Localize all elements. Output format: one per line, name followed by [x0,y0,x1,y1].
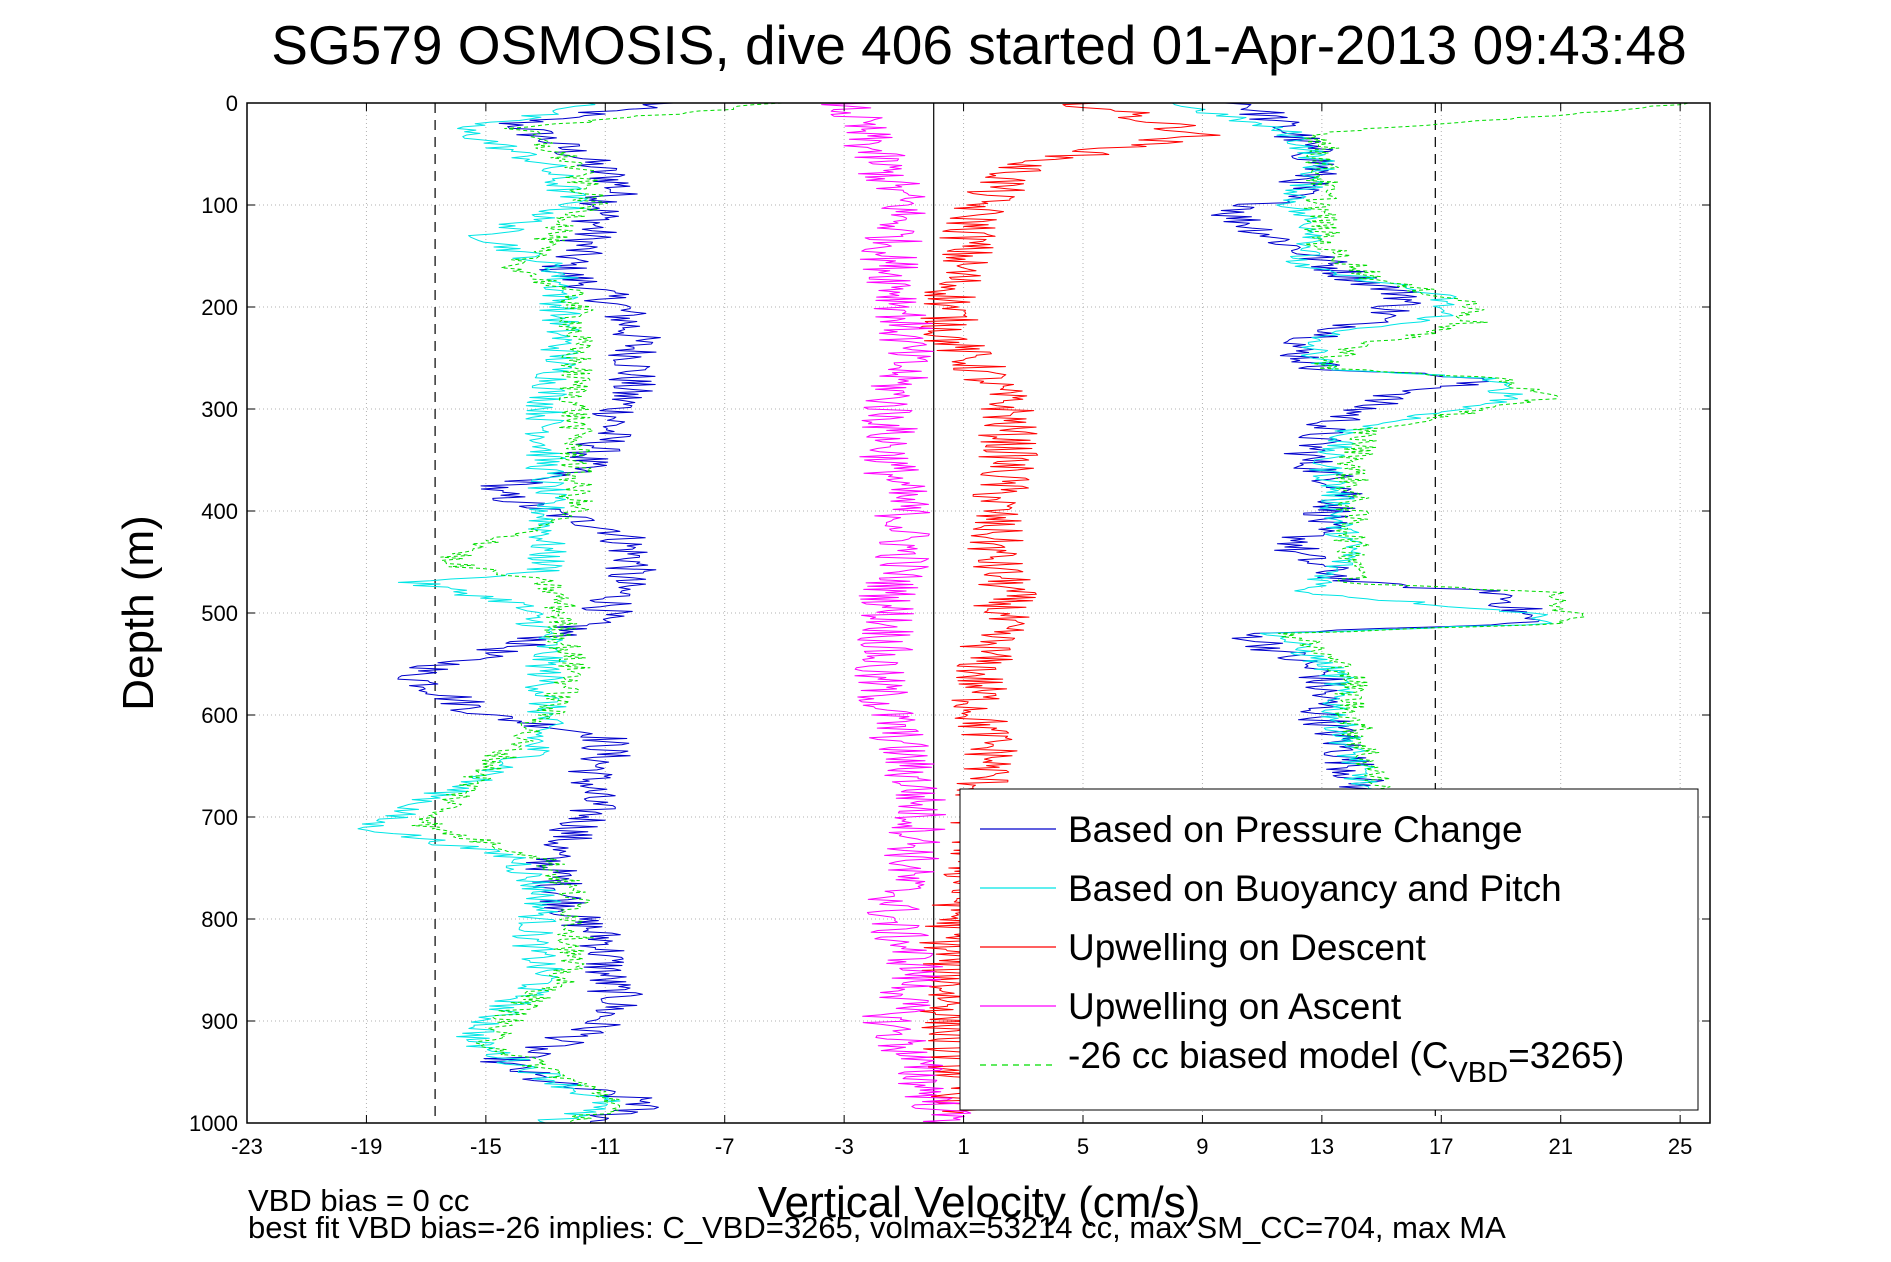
series-line [1278,102,1689,798]
legend-label-model: -26 cc biased model (CVBD=3265) [1068,1035,1624,1089]
series-group [357,102,1689,1124]
y-tick-label: 100 [201,193,238,218]
x-tick-label: 25 [1668,1134,1692,1159]
x-tick-label: 17 [1429,1134,1453,1159]
legend-label-buoyancy: Based on Buoyancy and Pitch [1068,868,1562,909]
y-tick-label: 700 [201,805,238,830]
series-line [919,102,1221,1114]
y-tick-label: 900 [201,1009,238,1034]
y-axis-ticks: 0 100 200 300 400 500 600 700 800 900 1000 [189,91,1710,1136]
series-line [1172,102,1553,798]
footnote-vbd-bias: VBD bias = 0 cc [248,1183,469,1218]
x-tick-label: 1 [957,1134,969,1159]
y-tick-label: 400 [201,499,238,524]
x-tick-label: -19 [351,1134,383,1159]
y-tick-label: 1000 [189,1111,238,1136]
legend-label-descent: Upwelling on Descent [1068,927,1427,968]
y-axis-label: Depth (m) [114,515,163,711]
chart-title: SG579 OSMOSIS, dive 406 started 01-Apr-2… [271,14,1687,76]
legend: Based on Pressure Change Based on Buoyan… [959,788,1699,1111]
x-tick-label: 21 [1548,1134,1572,1159]
series-line [1210,102,1543,798]
x-tick-label: 9 [1196,1134,1208,1159]
x-tick-label: -15 [470,1134,502,1159]
x-axis-label: Vertical Velocity (cm/s) [758,1178,1201,1227]
x-tick-label: -7 [715,1134,735,1159]
series-line [357,102,621,1124]
legend-label-pressure: Based on Pressure Change [1068,809,1523,850]
y-tick-label: 0 [226,91,238,116]
x-tick-label: 5 [1077,1134,1089,1159]
y-tick-label: 600 [201,703,238,728]
y-tick-label: 300 [201,397,238,422]
x-axis-ticks: -23 -19 -15 -11 -7 -3 1 5 9 13 17 21 25 [231,103,1692,1159]
series-line [821,102,972,1124]
footnote-best-fit: best fit VBD bias=-26 implies: C_VBD=326… [248,1210,1506,1245]
x-tick-label: 13 [1310,1134,1334,1159]
series-line [411,102,783,1124]
x-tick-label: -3 [834,1134,854,1159]
y-tick-label: 800 [201,907,238,932]
y-tick-label: 500 [201,601,238,626]
y-tick-label: 200 [201,295,238,320]
x-tick-label: -23 [231,1134,263,1159]
legend-box [959,788,1699,1111]
legend-label-ascent: Upwelling on Ascent [1068,986,1402,1027]
x-tick-label: -11 [590,1134,620,1159]
